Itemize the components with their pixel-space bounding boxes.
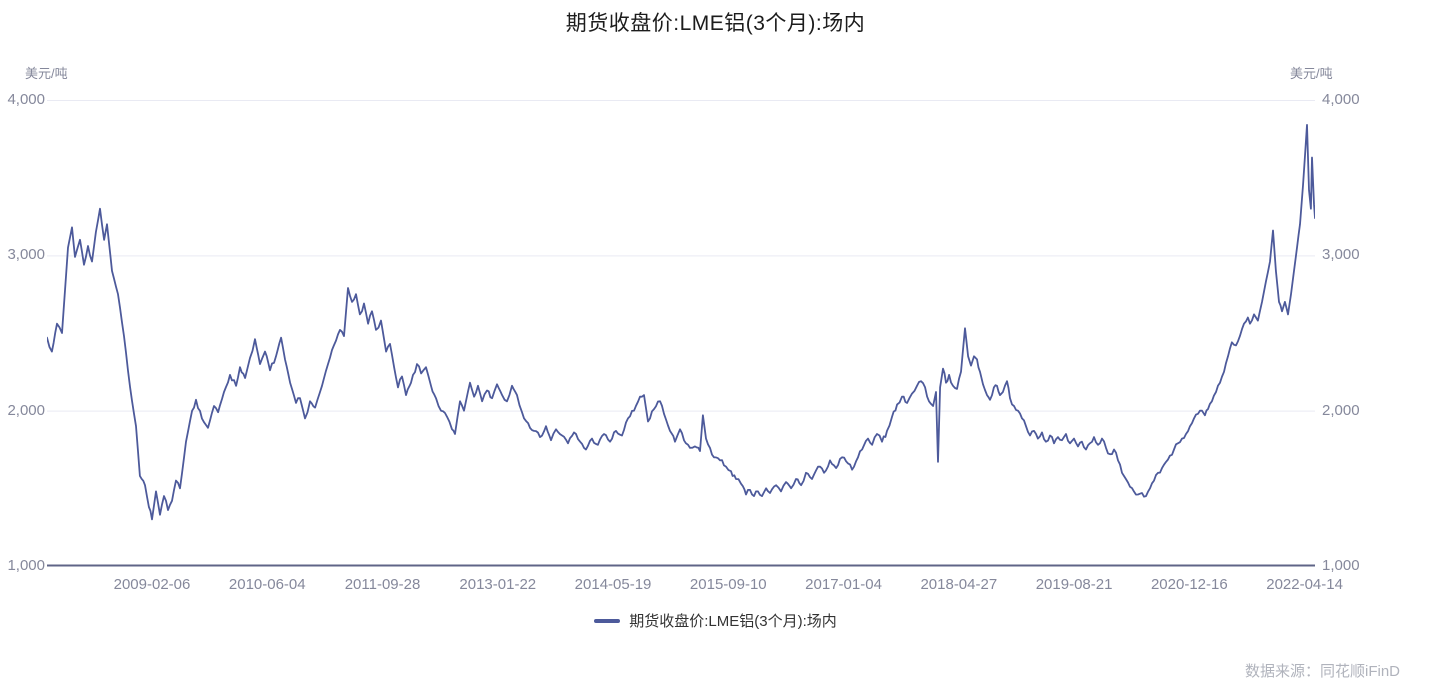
price-series-line (47, 124, 1315, 521)
y-unit-label-right: 美元/吨 (1290, 66, 1333, 81)
legend-series-label: 期货收盘价:LME铝(3个月):场内 (629, 613, 837, 630)
y-axis-label-right: 1,000 (1322, 557, 1360, 574)
source-note: 数据来源：同花顺iFinD (1244, 663, 1400, 680)
x-axis-label: 2019-08-21 (1035, 576, 1113, 593)
legend-line-swatch-icon (594, 618, 621, 623)
y-axis-label-right: 4,000 (1322, 91, 1360, 108)
x-axis-label: 2013-01-22 (459, 576, 537, 593)
chart-title: 期货收盘价:LME铝(3个月):场内 (565, 12, 866, 35)
x-axis-label: 2017-01-04 (805, 576, 882, 593)
x-axis-label: 2018-04-27 (920, 576, 998, 593)
y-axis-label-right: 2,000 (1322, 401, 1360, 419)
x-axis-label: 2011-09-28 (344, 576, 421, 593)
y-axis-label-right: 3,000 (1322, 246, 1360, 264)
y-axis-label-left: 3,000 (7, 246, 45, 264)
plot-area (47, 100, 1315, 567)
x-axis-label: 2015-09-10 (689, 576, 767, 593)
x-axis-label: 2014-05-19 (574, 576, 652, 593)
y-axis-label-left: 4,000 (7, 91, 45, 108)
y-axis-label-left: 1,000 (7, 557, 45, 574)
x-axis-label: 2020-12-16 (1150, 576, 1228, 593)
x-axis-label: 2022-04-14 (1266, 576, 1343, 593)
x-axis-label: 2010-06-04 (228, 576, 306, 593)
x-axis-label: 2009-02-06 (113, 576, 191, 593)
y-axis-label-left: 2,000 (7, 401, 45, 419)
legend: 期货收盘价:LME铝(3个月):场内 (0, 610, 1431, 631)
y-unit-label-left: 美元/吨 (25, 66, 68, 81)
